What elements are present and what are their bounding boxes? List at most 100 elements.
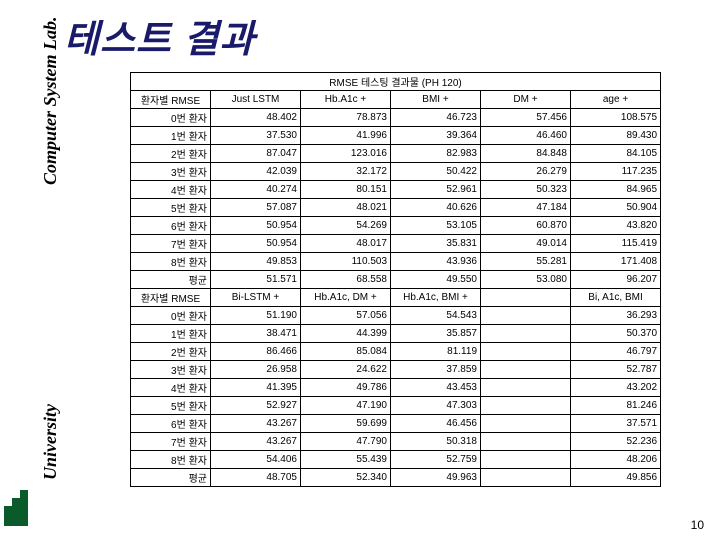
lab-label: Computer System Lab. — [40, 16, 61, 185]
cell-4: 50.370 — [571, 325, 661, 343]
row-label: 0번 환자 — [131, 307, 211, 325]
col-header-3 — [481, 289, 571, 307]
cell-3: 60.870 — [481, 217, 571, 235]
cell-3: 53.080 — [481, 271, 571, 289]
cell-1: 55.439 — [301, 451, 391, 469]
page-number: 10 — [691, 518, 704, 532]
row-label: 2번 환자 — [131, 343, 211, 361]
section2-header-row: 환자별 RMSEBi-LSTM +Hb.A1c, DM +Hb.A1c, BMI… — [131, 289, 661, 307]
section2-row-8: 8번 환자54.40655.43952.75948.206 — [131, 451, 661, 469]
cell-0: 86.466 — [211, 343, 301, 361]
cell-4: 115.419 — [571, 235, 661, 253]
cell-4: 52.236 — [571, 433, 661, 451]
row-label-header: 환자별 RMSE — [131, 289, 211, 307]
row-label: 3번 환자 — [131, 163, 211, 181]
section2-row-3: 3번 환자26.95824.62237.85952.787 — [131, 361, 661, 379]
row-label: 6번 환자 — [131, 217, 211, 235]
logo-text: SCH — [4, 516, 23, 526]
cell-0: 54.406 — [211, 451, 301, 469]
cell-0: 26.958 — [211, 361, 301, 379]
cell-0: 43.267 — [211, 415, 301, 433]
cell-2: 35.831 — [391, 235, 481, 253]
cell-3: 84.848 — [481, 145, 571, 163]
cell-0: 38.471 — [211, 325, 301, 343]
cell-2: 49.963 — [391, 469, 481, 487]
row-label: 평균 — [131, 271, 211, 289]
cell-3 — [481, 343, 571, 361]
row-label: 4번 환자 — [131, 379, 211, 397]
cell-1: 80.151 — [301, 181, 391, 199]
section2-row-7: 7번 환자43.26747.79050.31852.236 — [131, 433, 661, 451]
row-label: 1번 환자 — [131, 127, 211, 145]
cell-1: 32.172 — [301, 163, 391, 181]
cell-3 — [481, 433, 571, 451]
col-header-2: Hb.A1c, BMI + — [391, 289, 481, 307]
section1-row-0: 0번 환자48.40278.87346.72357.456108.575 — [131, 109, 661, 127]
col-header-4: Bi, A1c, BMI — [571, 289, 661, 307]
cell-0: 50.954 — [211, 217, 301, 235]
cell-3: 50.323 — [481, 181, 571, 199]
section2-row-4: 4번 환자41.39549.78643.45343.202 — [131, 379, 661, 397]
row-label: 평균 — [131, 469, 211, 487]
cell-2: 49.550 — [391, 271, 481, 289]
cell-3: 57.456 — [481, 109, 571, 127]
cell-2: 43.936 — [391, 253, 481, 271]
col-header-1: Hb.A1c, DM + — [301, 289, 391, 307]
cell-0: 42.039 — [211, 163, 301, 181]
row-label: 1번 환자 — [131, 325, 211, 343]
cell-2: 43.453 — [391, 379, 481, 397]
row-label: 5번 환자 — [131, 199, 211, 217]
cell-0: 48.402 — [211, 109, 301, 127]
row-label: 8번 환자 — [131, 451, 211, 469]
cell-3 — [481, 307, 571, 325]
section2-row-6: 6번 환자43.26759.69946.45637.571 — [131, 415, 661, 433]
cell-4: 84.965 — [571, 181, 661, 199]
cell-1: 44.399 — [301, 325, 391, 343]
results-table-wrap: RMSE 테스팅 결과물 (PH 120)환자별 RMSEJust LSTMHb… — [130, 72, 660, 487]
table-title-cell: RMSE 테스팅 결과물 (PH 120) — [131, 73, 661, 91]
cell-0: 51.571 — [211, 271, 301, 289]
cell-1: 123.016 — [301, 145, 391, 163]
cell-4: 81.246 — [571, 397, 661, 415]
cell-3: 47.184 — [481, 199, 571, 217]
cell-4: 43.202 — [571, 379, 661, 397]
cell-1: 52.340 — [301, 469, 391, 487]
row-label: 7번 환자 — [131, 433, 211, 451]
col-header-2: BMI + — [391, 91, 481, 109]
cell-4: 117.235 — [571, 163, 661, 181]
cell-4: 43.820 — [571, 217, 661, 235]
cell-4: 171.408 — [571, 253, 661, 271]
section1-row-4: 4번 환자40.27480.15152.96150.32384.965 — [131, 181, 661, 199]
cell-1: 41.996 — [301, 127, 391, 145]
cell-1: 110.503 — [301, 253, 391, 271]
cell-4: 89.430 — [571, 127, 661, 145]
col-header-4: age + — [571, 91, 661, 109]
col-header-0: Bi-LSTM + — [211, 289, 301, 307]
cell-1: 48.017 — [301, 235, 391, 253]
row-label-header: 환자별 RMSE — [131, 91, 211, 109]
section1-row-6: 6번 환자50.95454.26953.10560.87043.820 — [131, 217, 661, 235]
row-label: 0번 환자 — [131, 109, 211, 127]
cell-1: 59.699 — [301, 415, 391, 433]
cell-4: 52.787 — [571, 361, 661, 379]
cell-1: 48.021 — [301, 199, 391, 217]
cell-1: 78.873 — [301, 109, 391, 127]
row-label: 4번 환자 — [131, 181, 211, 199]
cell-2: 46.723 — [391, 109, 481, 127]
cell-0: 40.274 — [211, 181, 301, 199]
cell-2: 53.105 — [391, 217, 481, 235]
row-label: 2번 환자 — [131, 145, 211, 163]
cell-2: 52.961 — [391, 181, 481, 199]
row-label: 7번 환자 — [131, 235, 211, 253]
cell-0: 41.395 — [211, 379, 301, 397]
cell-2: 47.303 — [391, 397, 481, 415]
cell-0: 57.087 — [211, 199, 301, 217]
cell-2: 81.119 — [391, 343, 481, 361]
cell-2: 40.626 — [391, 199, 481, 217]
cell-3 — [481, 397, 571, 415]
cell-2: 35.857 — [391, 325, 481, 343]
section2-row-1: 1번 환자38.47144.39935.857 50.370 — [131, 325, 661, 343]
cell-3 — [481, 451, 571, 469]
cell-3 — [481, 415, 571, 433]
cell-4: 48.206 — [571, 451, 661, 469]
